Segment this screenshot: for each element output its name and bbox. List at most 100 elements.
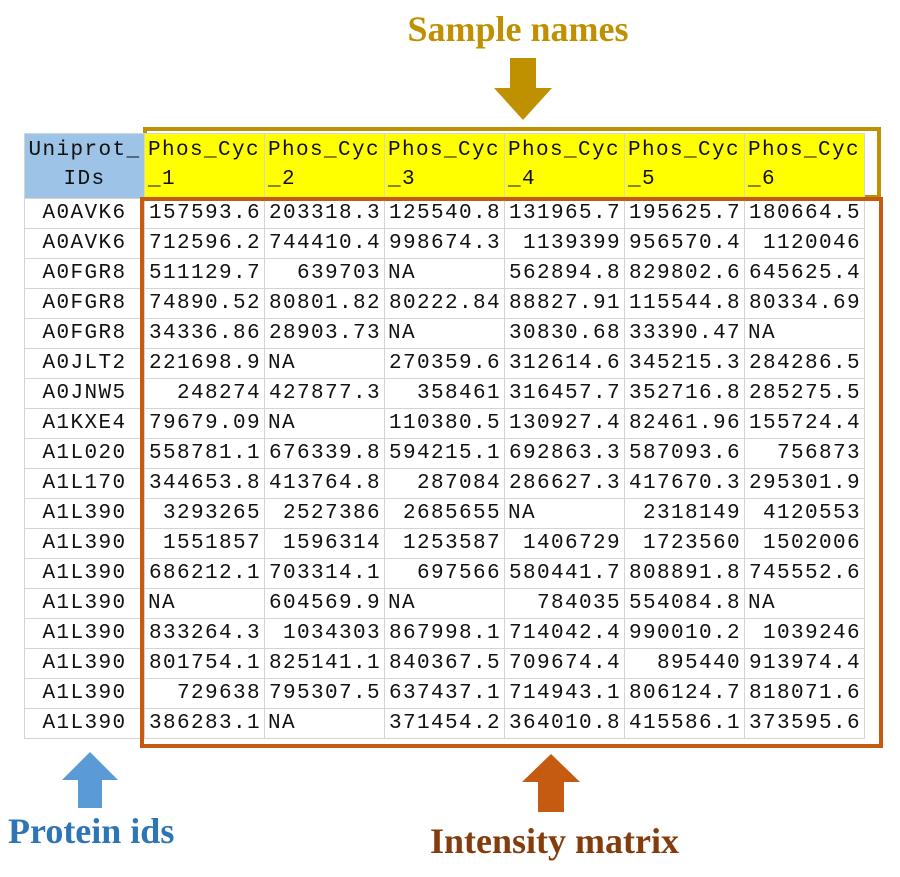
intensity-cell: 1034303 — [264, 618, 385, 649]
intensity-cell: 692863.3 — [504, 438, 625, 469]
table-row: A1L390 686212.1 703314.1 697566 580441.7 8088… — [24, 558, 865, 589]
sample-names-label: Sample names — [407, 9, 629, 49]
intensity-cell: 709674.4 — [504, 648, 625, 679]
intensity-cell: 801754.1 — [144, 648, 265, 679]
intensity-cell: 2527386 — [264, 498, 385, 529]
table-row: A1L390 1551857 1596314 1253587 1406729 172356… — [24, 528, 865, 559]
intensity-cell: 956570.4 — [624, 228, 745, 259]
intensity-cell: 195625.7 — [624, 198, 745, 229]
intensity-cell: 88827.91 — [504, 288, 625, 319]
intensity-cell: 676339.8 — [264, 438, 385, 469]
table-row: A0JLT2 221698.9 NA 270359.6 312614.6 345215.3… — [24, 348, 865, 379]
intensity-cell: 998674.3 — [384, 228, 505, 259]
intensity-cell: NA — [264, 348, 385, 379]
intensity-cell: 1596314 — [264, 528, 385, 559]
intensity-cell: 714042.4 — [504, 618, 625, 649]
column-header-sample: Phos_Cyc_6 — [744, 133, 865, 199]
intensity-cell: 558781.1 — [144, 438, 265, 469]
column-header-sample: Phos_Cyc_2 — [264, 133, 385, 199]
intensity-cell: 373595.6 — [744, 708, 865, 739]
intensity-cell: 554084.8 — [624, 588, 745, 619]
intensity-cell: 594215.1 — [384, 438, 505, 469]
intensity-cell: 203318.3 — [264, 198, 385, 229]
intensity-cell: 2685655 — [384, 498, 505, 529]
arrow-down-icon — [494, 58, 552, 120]
intensity-cell: 221698.9 — [144, 348, 265, 379]
intensity-cell: 712596.2 — [144, 228, 265, 259]
intensity-cell: 587093.6 — [624, 438, 745, 469]
intensity-cell: 157593.6 — [144, 198, 265, 229]
intensity-cell: NA — [744, 318, 865, 349]
protein-id-cell: A1L390 — [24, 708, 145, 739]
protein-ids-label: Protein ids — [8, 811, 175, 851]
table-row: A1L020 558781.1 676339.8 594215.1 692863.3 58… — [24, 438, 865, 469]
protein-id-cell: A1L390 — [24, 528, 145, 559]
intensity-cell: 180664.5 — [744, 198, 865, 229]
intensity-cell: NA — [144, 588, 265, 619]
intensity-cell: 1502006 — [744, 528, 865, 559]
intensity-cell: 795307.5 — [264, 678, 385, 709]
intensity-cell: 580441.7 — [504, 558, 625, 589]
protein-id-cell: A1L390 — [24, 678, 145, 709]
intensity-cell: 604569.9 — [264, 588, 385, 619]
intensity-cell: 287084 — [384, 468, 505, 499]
intensity-cell: 427877.3 — [264, 378, 385, 409]
protein-id-cell: A0FGR8 — [24, 318, 145, 349]
protein-id-cell: A1L020 — [24, 438, 145, 469]
intensity-cell: NA — [264, 708, 385, 739]
intensity-cell: 284286.5 — [744, 348, 865, 379]
table-row: A1L390 NA 604569.9 NA 784035 554084.8 NA — [24, 588, 865, 619]
intensity-cell: 714943.1 — [504, 678, 625, 709]
intensity-cell: 756873 — [744, 438, 865, 469]
column-header-sample: Phos_Cyc_4 — [504, 133, 625, 199]
intensity-cell: 80222.84 — [384, 288, 505, 319]
intensity-cell: 34336.86 — [144, 318, 265, 349]
intensity-cell: 1139399 — [504, 228, 625, 259]
table-row: A0FGR8 511129.7 639703 NA 562894.8 829802.6 64… — [24, 258, 865, 289]
column-header-sample: Phos_Cyc_3 — [384, 133, 505, 199]
table-row: A0JNW5 248274 427877.3 358461 316457.7 352716… — [24, 378, 865, 409]
arrow-up-icon — [522, 754, 580, 812]
intensity-cell: 2318149 — [624, 498, 745, 529]
table-row: A0FGR8 34336.86 28903.73 NA 30830.68 33390.47… — [24, 318, 865, 349]
intensity-cell: 417670.3 — [624, 468, 745, 499]
protein-id-cell: A1L390 — [24, 558, 145, 589]
intensity-cell: 806124.7 — [624, 678, 745, 709]
table-row: A0AVK6 157593.6 203318.3 125540.8 131965.7 19… — [24, 198, 865, 229]
protein-id-cell: A0AVK6 — [24, 228, 145, 259]
intensity-cell: 3293265 — [144, 498, 265, 529]
intensity-cell: 1723560 — [624, 528, 745, 559]
intensity-cell: 825141.1 — [264, 648, 385, 679]
intensity-cell: 639703 — [264, 258, 385, 289]
intensity-cell: 33390.47 — [624, 318, 745, 349]
column-header-sample: Phos_Cyc_1 — [144, 133, 265, 199]
table-row: A1L170 344653.8 413764.8 287084 286627.3 4176… — [24, 468, 865, 499]
intensity-cell: 316457.7 — [504, 378, 625, 409]
intensity-cell: NA — [264, 408, 385, 439]
intensity-cell: 729638 — [144, 678, 265, 709]
intensity-cell: 1039246 — [744, 618, 865, 649]
intensity-cell: 415586.1 — [624, 708, 745, 739]
intensity-cell: 818071.6 — [744, 678, 865, 709]
intensity-cell: 345215.3 — [624, 348, 745, 379]
intensity-cell: 74890.52 — [144, 288, 265, 319]
intensity-cell: 1551857 — [144, 528, 265, 559]
table-row: A1L390 386283.1 NA 371454.2 364010.8 415586.1… — [24, 708, 865, 739]
protein-id-cell: A1KXE4 — [24, 408, 145, 439]
protein-id-cell: A0FGR8 — [24, 258, 145, 289]
intensity-cell: 285275.5 — [744, 378, 865, 409]
intensity-cell: 371454.2 — [384, 708, 505, 739]
intensity-cell: 1120046 — [744, 228, 865, 259]
intensity-cell: 1406729 — [504, 528, 625, 559]
table-row: A0FGR8 74890.52 80801.82 80222.84 88827.91 11… — [24, 288, 865, 319]
intensity-cell: 312614.6 — [504, 348, 625, 379]
intensity-cell: 808891.8 — [624, 558, 745, 589]
intensity-cell: 913974.4 — [744, 648, 865, 679]
table-row: A1L390 801754.1 825141.1 840367.5 709674.4 89… — [24, 648, 865, 679]
intensity-cell: 645625.4 — [744, 258, 865, 289]
intensity-cell: NA — [384, 318, 505, 349]
protein-id-cell: A1L390 — [24, 588, 145, 619]
intensity-cell: 386283.1 — [144, 708, 265, 739]
intensity-cell: 30830.68 — [504, 318, 625, 349]
intensity-cell: 352716.8 — [624, 378, 745, 409]
